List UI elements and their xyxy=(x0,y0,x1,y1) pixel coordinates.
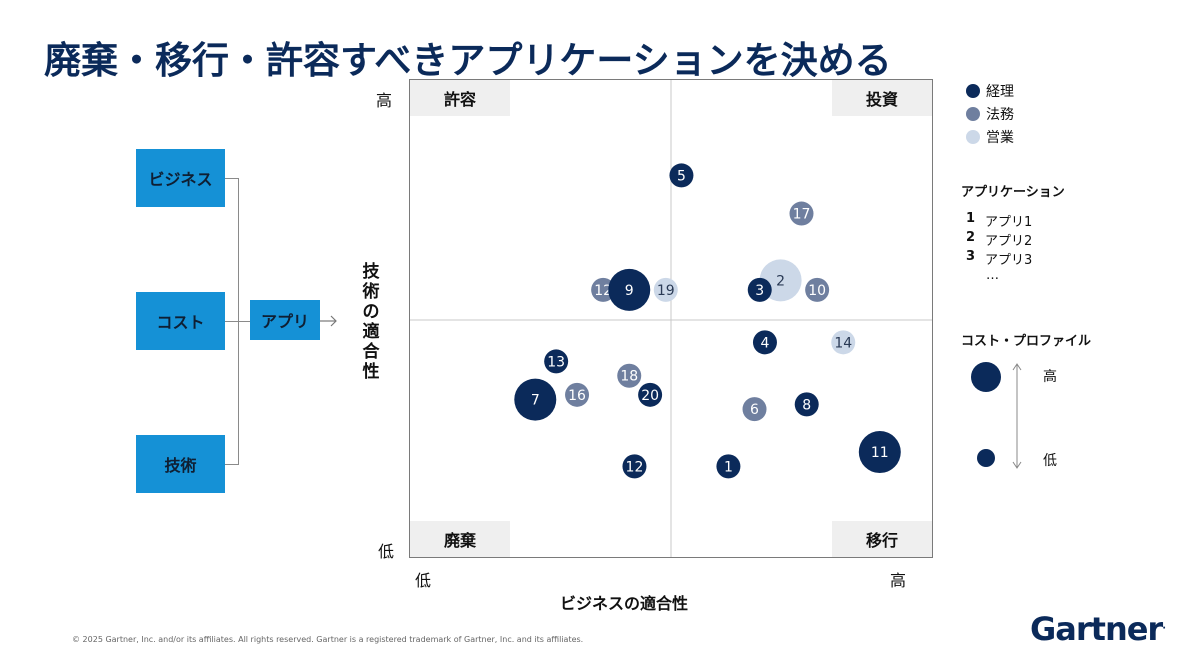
arrow-right-icon xyxy=(320,315,337,327)
bubble-法務-16 xyxy=(565,382,590,407)
bubble-営業-19 xyxy=(653,277,678,302)
x-axis-title: ビジネスの適合性 xyxy=(560,594,689,613)
bubble-label-経理-8: 8 xyxy=(802,397,811,413)
bubble-label-経理-7: 7 xyxy=(531,393,540,409)
connector-business xyxy=(225,178,239,179)
legend-cost-large-dot xyxy=(971,362,1001,392)
legend-label-eigyou: 営業 xyxy=(986,130,1014,146)
input-label-cost: コスト xyxy=(156,313,205,332)
legend-app-1-name: アプリ1 xyxy=(985,215,1033,230)
quadrant-label-eliminate: 廃棄 xyxy=(410,521,510,557)
input-box-tech: 技術 xyxy=(136,435,225,493)
bubble-法務-18 xyxy=(617,363,642,388)
legend-dot-houmu xyxy=(966,107,980,121)
app-label: アプリ xyxy=(260,312,309,331)
bubble-経理-9 xyxy=(608,268,651,311)
quadrant-label-invest: 投資 xyxy=(832,80,932,116)
bubble-label-経理-13: 13 xyxy=(547,354,565,370)
x-axis-high-label: 高 xyxy=(890,571,907,590)
bubble-経理-4 xyxy=(752,330,777,355)
bubble-label-経理-3: 3 xyxy=(755,283,764,299)
x-axis-low-label: 低 xyxy=(415,571,432,590)
bubble-label-経理-4: 4 xyxy=(760,335,769,351)
bubble-法務-10 xyxy=(805,277,830,302)
quadrant-label-migrate: 移行 xyxy=(832,521,932,557)
bubble-営業-14 xyxy=(831,330,856,355)
input-label-tech: 技術 xyxy=(164,456,197,475)
input-box-cost: コスト xyxy=(136,292,225,350)
bubble-経理-12 xyxy=(622,454,647,479)
bubble-label-法務-16: 16 xyxy=(568,388,586,404)
bubble-経理-1 xyxy=(716,454,741,479)
y-axis-title: 技術の適合性 xyxy=(362,262,380,382)
legend-cost-low: 低 xyxy=(1043,453,1057,469)
logo-text: Gartner xyxy=(1030,610,1163,648)
legend-label-keiri: 経理 xyxy=(986,84,1014,100)
legend-dot-keiri xyxy=(966,84,980,98)
bubble-label-経理-11: 11 xyxy=(871,445,889,461)
legend-apps-title: アプリケーション xyxy=(961,185,1065,200)
app-box: アプリ xyxy=(250,300,320,340)
bubble-経理-7 xyxy=(514,378,557,421)
legend-cost-high: 高 xyxy=(1043,369,1057,385)
bubble-label-経理-9: 9 xyxy=(625,283,634,299)
connector-cost xyxy=(225,321,250,322)
quadrant-label-tolerate: 許容 xyxy=(410,80,510,116)
bubble-label-営業-2: 2 xyxy=(776,273,785,289)
gartner-logo: Gartner. xyxy=(1030,610,1166,648)
legend-dot-eigyou xyxy=(966,130,980,144)
bubble-label-法務-12: 12 xyxy=(594,283,612,299)
bubble-法務-17 xyxy=(789,201,814,226)
legend-cost-small-dot xyxy=(977,449,995,467)
bubble-経理-5 xyxy=(669,163,694,188)
legend-apps-more: … xyxy=(986,268,999,283)
bubble-label-経理-1: 1 xyxy=(724,459,733,475)
bubble-label-法務-6: 6 xyxy=(750,402,759,418)
copyright-footer: © 2025 Gartner, Inc. and/or its affiliat… xyxy=(72,635,584,644)
bubble-法務-6 xyxy=(742,397,767,422)
bubble-経理-11 xyxy=(858,431,901,474)
legend-app-3-num: 3 xyxy=(966,249,976,264)
bubble-経理-20 xyxy=(638,382,663,407)
bubble-経理-3 xyxy=(747,277,772,302)
page-title: 廃棄・移行・許容すべきアプリケーションを決める xyxy=(44,39,892,82)
bubble-label-経理-20: 20 xyxy=(641,388,659,404)
bubble-label-営業-14: 14 xyxy=(834,335,852,351)
plot-area: 許容 投資 廃棄 移行 2 19 14 17 12 10 18 16 6 5 9 3 4 13 20 7 8 12… xyxy=(409,79,933,558)
connector-tech xyxy=(225,464,239,465)
bubble-label-経理-12: 12 xyxy=(626,459,644,475)
legend-app-2-name: アプリ2 xyxy=(985,234,1033,249)
legend-cost-title: コスト・プロファイル xyxy=(961,334,1092,349)
bubble-label-経理-5: 5 xyxy=(677,168,686,184)
bubble-label-法務-18: 18 xyxy=(620,369,638,385)
input-label-business: ビジネス xyxy=(148,170,213,189)
bubble-経理-13 xyxy=(544,349,569,374)
bubble-label-営業-19: 19 xyxy=(657,283,675,299)
bubble-経理-8 xyxy=(794,392,819,417)
bubble-label-法務-17: 17 xyxy=(793,207,811,223)
legend-app-1-num: 1 xyxy=(966,211,976,226)
bubble-label-法務-10: 10 xyxy=(808,283,826,299)
legend-label-houmu: 法務 xyxy=(986,107,1014,123)
y-axis-high-label: 高 xyxy=(376,91,393,110)
legend-app-3-name: アプリ3 xyxy=(985,253,1033,268)
double-arrow-icon xyxy=(1012,363,1022,469)
input-box-business: ビジネス xyxy=(136,149,225,207)
y-axis-low-label: 低 xyxy=(378,542,395,561)
legend-app-2-num: 2 xyxy=(966,230,976,245)
